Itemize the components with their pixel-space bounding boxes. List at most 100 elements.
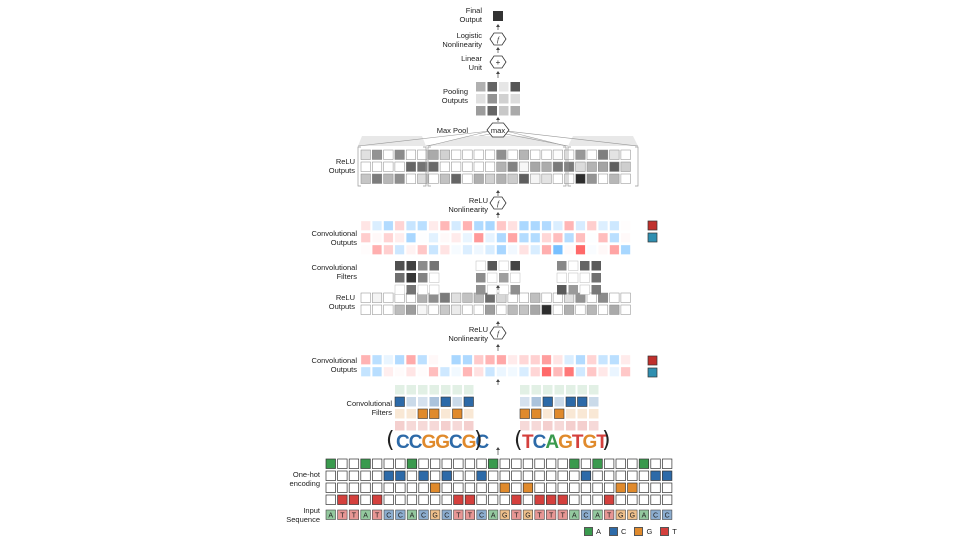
top-filter-cell (591, 273, 601, 283)
relu-output-top-cell (620, 161, 631, 172)
bias-negative-cell (647, 367, 658, 378)
legend-label: T (672, 527, 677, 536)
sequence-cell (580, 509, 592, 520)
conv-output-top-cell (564, 232, 575, 243)
conv-output-cell (383, 354, 394, 365)
label-logistic-nonlinearity: Logistic Nonlinearity (442, 31, 482, 49)
sequence-cell (418, 509, 429, 520)
relu-output-top-cell (360, 173, 371, 184)
relu-output-top-cell (586, 173, 597, 184)
pool-region (568, 136, 638, 146)
sequence-letter: T (468, 513, 473, 520)
onehot-cell (604, 458, 615, 469)
label-conv-filters-bottom: Convolutional Filters (346, 399, 392, 417)
pooling-output-cell (476, 106, 486, 116)
top-filter-cell (429, 272, 440, 283)
onehot-cell (534, 470, 545, 481)
filter-cell (577, 396, 588, 407)
onehot-cell (406, 494, 418, 505)
motif-left-close-paren: ) (474, 428, 483, 453)
sequence-letter: G (525, 513, 530, 520)
onehot-cell (604, 482, 615, 493)
relu-output-top-cell (451, 173, 462, 184)
relu-output-top-cell (530, 173, 541, 184)
relu-output-top-cell (507, 149, 518, 160)
conv-output-top-cell (360, 244, 371, 255)
relu-output-cell (383, 292, 394, 303)
relu-output-cell (598, 292, 609, 303)
onehot-cell (511, 458, 522, 469)
conv-output-top-cell (439, 244, 450, 255)
onehot-cell (418, 458, 429, 469)
relu-output-cell (462, 292, 473, 303)
filter-cell (395, 409, 405, 419)
onehot-cell (325, 470, 336, 481)
filter-cell (520, 385, 530, 395)
top-filter-cell (510, 272, 521, 283)
conv-output-top-cell (428, 220, 439, 231)
plus-sign: + (496, 58, 501, 67)
onehot-cell (615, 494, 626, 505)
conv-output-top-cell (530, 232, 541, 243)
motif-letter: G (461, 432, 477, 453)
conv-output-top-cell (530, 220, 541, 231)
sequence-letter: A (410, 513, 415, 520)
conv-output-cell (496, 366, 507, 377)
relu-output-cell (439, 292, 450, 303)
conv-output-top-cell (586, 232, 597, 243)
motif-letter: C (449, 432, 463, 453)
onehot-cell (557, 494, 568, 505)
conv-output-cell (428, 354, 439, 365)
onehot-cell (569, 494, 580, 505)
conv-output-top-cell (485, 244, 495, 255)
top-filter-cell (418, 261, 428, 271)
relu-output-top-cell (609, 173, 620, 184)
top-filter-cell (498, 260, 509, 271)
relu-output-top-cell (462, 173, 473, 184)
pool-bracket-right (423, 146, 427, 187)
onehot-cell (372, 458, 383, 469)
onehot-cell (592, 482, 603, 493)
relu-output-cell (575, 304, 586, 315)
onehot-cell (360, 458, 371, 469)
max-pool-label: max (491, 126, 505, 135)
relu-output-top-cell (485, 149, 496, 160)
filter-cell (520, 397, 530, 407)
sequence-cell (522, 509, 534, 520)
conv-output-top-cell (496, 220, 507, 231)
conv-output-top-cell (552, 232, 563, 243)
relu-output-top-cell (439, 149, 450, 160)
relu-mid-node (489, 326, 507, 340)
relu-output-cell (417, 304, 428, 315)
conv-output-cell (609, 354, 620, 365)
top-filter-cell (568, 285, 578, 295)
sequence-cell (546, 509, 557, 520)
pool-region (428, 136, 566, 146)
sequence-cell (372, 509, 383, 520)
relu-output-cell (518, 292, 529, 303)
conv-output-top-cell (598, 220, 608, 231)
top-filter-cell (475, 260, 486, 271)
conv-output-cell (519, 354, 529, 365)
flow-arrow-head (496, 285, 500, 288)
relu-output-top-cell (541, 161, 552, 172)
top-filter-cell (406, 261, 416, 271)
legend-label: A (596, 527, 602, 536)
top-filter-cell (406, 285, 416, 295)
conv-output-top-cell (496, 244, 507, 255)
pooling-output-cell (476, 94, 486, 104)
pool-bracket-left (427, 146, 431, 187)
filter-cell (452, 408, 463, 419)
top-filter-cell (498, 284, 509, 295)
conv-output-cell (564, 366, 575, 377)
onehot-cell (638, 470, 650, 481)
filter-cell (418, 421, 428, 431)
relu-output-top-cell (473, 149, 484, 160)
conv-output-top-cell (586, 220, 597, 231)
conv-output-top-cell (541, 220, 552, 231)
onehot-cell (615, 470, 626, 481)
relu-output-top-cell (620, 149, 631, 160)
conv-output-cell (598, 366, 608, 377)
relu-output-cell (451, 304, 462, 315)
onehot-cell (360, 470, 371, 481)
